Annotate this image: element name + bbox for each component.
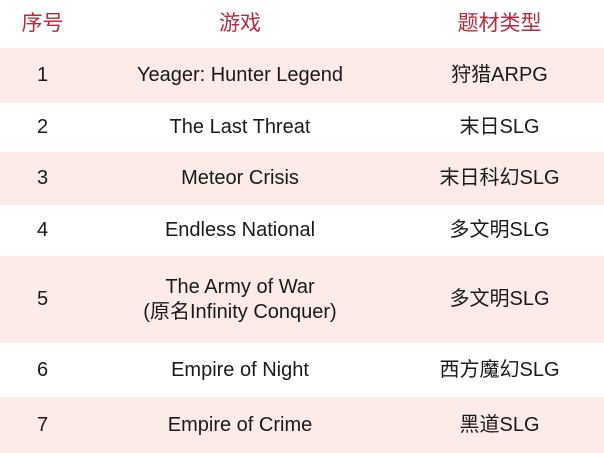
game-name: Endless National bbox=[85, 218, 395, 243]
game-name-line: Endless National bbox=[164, 219, 316, 241]
genre-type: 西方魔幻SLG bbox=[439, 358, 560, 381]
header-index: 序号 bbox=[21, 11, 64, 35]
genre-type: 多文明SLG bbox=[449, 219, 550, 241]
header-game: 游戏 bbox=[219, 11, 261, 35]
row-index: 1 bbox=[36, 64, 49, 86]
row-index: 6 bbox=[36, 358, 49, 381]
table-row: 5 The Army of War (原名Infinity Conquer) 多… bbox=[0, 256, 604, 343]
game-name: The Last Threat bbox=[85, 115, 395, 140]
genre-type: 黑道SLG bbox=[459, 413, 540, 436]
genre-type: 多文明SLG bbox=[449, 288, 550, 310]
game-name: Meteor Crisis bbox=[85, 166, 395, 191]
game-name-line: Yeager: Hunter Legend bbox=[136, 64, 344, 86]
table-row: 2 The Last Threat 末日SLG bbox=[0, 103, 604, 152]
genre-type: 末日科幻SLG bbox=[439, 167, 560, 189]
game-name-line: Meteor Crisis bbox=[181, 167, 299, 189]
game-name-line: The Last Threat bbox=[169, 116, 311, 138]
game-name: Yeager: Hunter Legend bbox=[85, 63, 395, 88]
header-genre: 题材类型 bbox=[457, 11, 542, 35]
game-name-line: Empire of Crime bbox=[167, 413, 313, 436]
table-row: 7 Empire of Crime 黑道SLG bbox=[0, 397, 604, 453]
table-row: 4 Endless National 多文明SLG bbox=[0, 205, 604, 256]
table-row: 3 Meteor Crisis 末日科幻SLG bbox=[0, 152, 604, 205]
row-index: 2 bbox=[36, 116, 49, 138]
game-name: Empire of Night bbox=[85, 358, 395, 383]
game-name-line: Empire of Night bbox=[171, 358, 309, 381]
game-name: Empire of Crime bbox=[85, 413, 395, 438]
row-index: 7 bbox=[36, 413, 49, 436]
game-name-line-2: (原名Infinity Conquer) bbox=[143, 300, 337, 323]
game-name: The Army of War (原名Infinity Conquer) bbox=[85, 275, 395, 325]
genre-type: 末日SLG bbox=[459, 116, 540, 138]
game-name-line: The Army of War bbox=[165, 275, 315, 298]
row-index: 3 bbox=[36, 167, 49, 189]
row-index: 5 bbox=[36, 288, 49, 310]
table-row: 6 Empire of Night 西方魔幻SLG bbox=[0, 343, 604, 397]
genre-type: 狩猎ARPG bbox=[451, 64, 548, 86]
table-row: 1 Yeager: Hunter Legend 狩猎ARPG bbox=[0, 48, 604, 103]
table-header-row: 序号 游戏 题材类型 bbox=[0, 0, 604, 48]
row-index: 4 bbox=[36, 219, 49, 241]
